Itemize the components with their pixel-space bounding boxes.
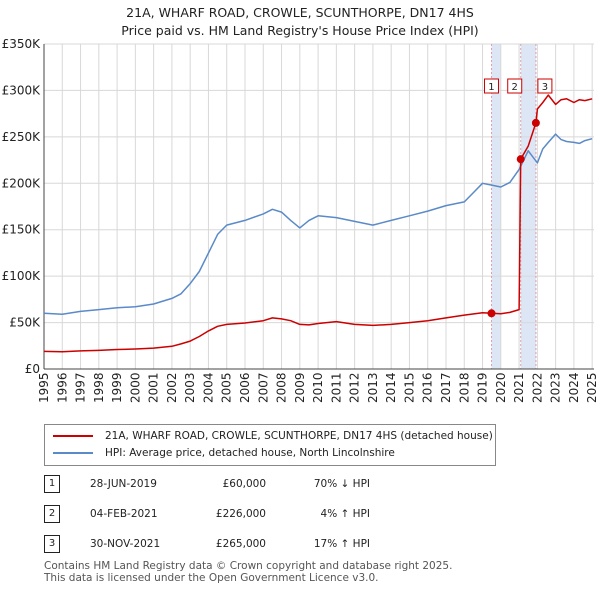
table-row: 1 28-JUN-2019 £60,000 70% ↓ HPI xyxy=(44,474,424,494)
x-tick-label: 2024 xyxy=(567,372,581,403)
sale-number-badge: 1 xyxy=(44,475,60,493)
x-tick-label: 2012 xyxy=(348,372,362,403)
legend-item-property: 21A, WHARF ROAD, CROWLE, SCUNTHORPE, DN1… xyxy=(53,428,493,444)
x-tick-label: 2005 xyxy=(220,372,234,403)
legend-label-hpi: HPI: Average price, detached house, Nort… xyxy=(105,447,395,459)
legend-label-property: 21A, WHARF ROAD, CROWLE, SCUNTHORPE, DN1… xyxy=(105,430,493,442)
sale-marker-label-3: 3 xyxy=(542,82,548,93)
y-tick-label: £150K xyxy=(2,223,42,237)
sale-price: £226,000 xyxy=(215,508,266,520)
shaded-period-2 xyxy=(520,44,536,369)
sale-marker-label-1: 1 xyxy=(488,82,494,93)
legend-swatch-property xyxy=(53,435,93,437)
x-tick-label: 2025 xyxy=(585,372,599,403)
x-tick-label: 2022 xyxy=(530,372,544,403)
hpi-series-line xyxy=(43,133,593,315)
x-tick-label: 1996 xyxy=(55,372,69,403)
footer-attribution: Contains HM Land Registry data © Crown c… xyxy=(44,560,452,584)
sale-price: £265,000 xyxy=(215,538,266,550)
sale-number-badge: 2 xyxy=(44,505,60,523)
sale-hpi-change: 4% ↑ HPI xyxy=(320,508,370,520)
x-tick-label: 2004 xyxy=(201,372,215,403)
sale-marker-box-2 xyxy=(507,78,523,94)
chart-title-line-1: 21A, WHARF ROAD, CROWLE, SCUNTHORPE, DN1… xyxy=(126,5,474,20)
property-series-line xyxy=(43,94,593,353)
y-tick-label: £200K xyxy=(2,176,42,190)
x-tick-label: 2013 xyxy=(366,372,380,403)
sale-marker-label-2: 2 xyxy=(512,82,518,93)
x-tick-label: 2018 xyxy=(457,372,471,403)
table-row: 3 30-NOV-2021 £265,000 17% ↑ HPI xyxy=(44,534,424,554)
x-tick-label: 2001 xyxy=(147,372,161,403)
sale-point-1 xyxy=(487,309,496,318)
sale-date: 04-FEB-2021 xyxy=(90,508,158,520)
y-tick-label: £50K xyxy=(9,316,41,330)
sale-date: 30-NOV-2021 xyxy=(90,538,161,550)
x-tick-label: 2023 xyxy=(549,372,563,403)
x-tick-label: 2002 xyxy=(165,372,179,403)
x-tick-label: 2008 xyxy=(275,372,289,403)
sale-number-badge: 3 xyxy=(44,535,60,553)
x-tick-label: 2020 xyxy=(494,372,508,403)
x-tick-label: 1995 xyxy=(37,372,51,403)
x-tick-label: 2017 xyxy=(439,372,453,403)
x-tick-label: 2015 xyxy=(402,372,416,403)
sale-price: £60,000 xyxy=(222,478,266,490)
x-tick-label: 2010 xyxy=(311,372,325,403)
x-tick-label: 2007 xyxy=(256,372,270,403)
sale-hpi-change: 70% ↓ HPI xyxy=(313,478,370,490)
x-tick-label: 2006 xyxy=(238,372,252,403)
legend-swatch-hpi xyxy=(53,452,93,454)
y-tick-label: £300K xyxy=(2,83,42,97)
x-tick-label: 2003 xyxy=(183,372,197,403)
chart-title-line-2: Price paid vs. HM Land Registry's House … xyxy=(121,23,479,38)
sale-marker-box-3 xyxy=(537,78,553,94)
x-tick-label: 2014 xyxy=(384,372,398,403)
sale-date: 28-JUN-2019 xyxy=(90,478,157,490)
x-tick-label: 1999 xyxy=(110,372,124,403)
sale-marker-box-1 xyxy=(483,78,499,94)
shaded-period-1 xyxy=(491,44,501,369)
x-tick-label: 1997 xyxy=(74,372,88,403)
x-tick-label: 2011 xyxy=(329,372,343,403)
table-row: 2 04-FEB-2021 £226,000 4% ↑ HPI xyxy=(44,504,424,524)
sale-hpi-change: 17% ↑ HPI xyxy=(313,538,370,550)
chart-legend: 21A, WHARF ROAD, CROWLE, SCUNTHORPE, DN1… xyxy=(44,424,496,466)
y-tick-label: £0 xyxy=(25,362,40,376)
x-tick-label: 2016 xyxy=(421,372,435,403)
y-tick-label: £100K xyxy=(2,269,42,283)
chart-title: 21A, WHARF ROAD, CROWLE, SCUNTHORPE, DN1… xyxy=(0,4,600,40)
footer-line-1: Contains HM Land Registry data © Crown c… xyxy=(44,560,453,572)
legend-item-hpi: HPI: Average price, detached house, Nort… xyxy=(53,445,395,461)
footer-line-2: This data is licensed under the Open Gov… xyxy=(44,572,379,584)
x-tick-label: 2000 xyxy=(128,372,142,403)
price-chart: £0 £50K £100K £150K £200K £250K £300K £350K 1995… xyxy=(2,37,600,403)
sale-point-3 xyxy=(531,118,540,127)
y-tick-label: £350K xyxy=(2,37,42,51)
x-tick-label: 2009 xyxy=(293,372,307,403)
y-tick-label: £250K xyxy=(2,130,42,144)
x-tick-label: 2021 xyxy=(512,372,526,403)
sale-point-2 xyxy=(516,155,525,164)
x-tick-label: 2019 xyxy=(476,372,490,403)
x-tick-label: 1998 xyxy=(92,372,106,403)
